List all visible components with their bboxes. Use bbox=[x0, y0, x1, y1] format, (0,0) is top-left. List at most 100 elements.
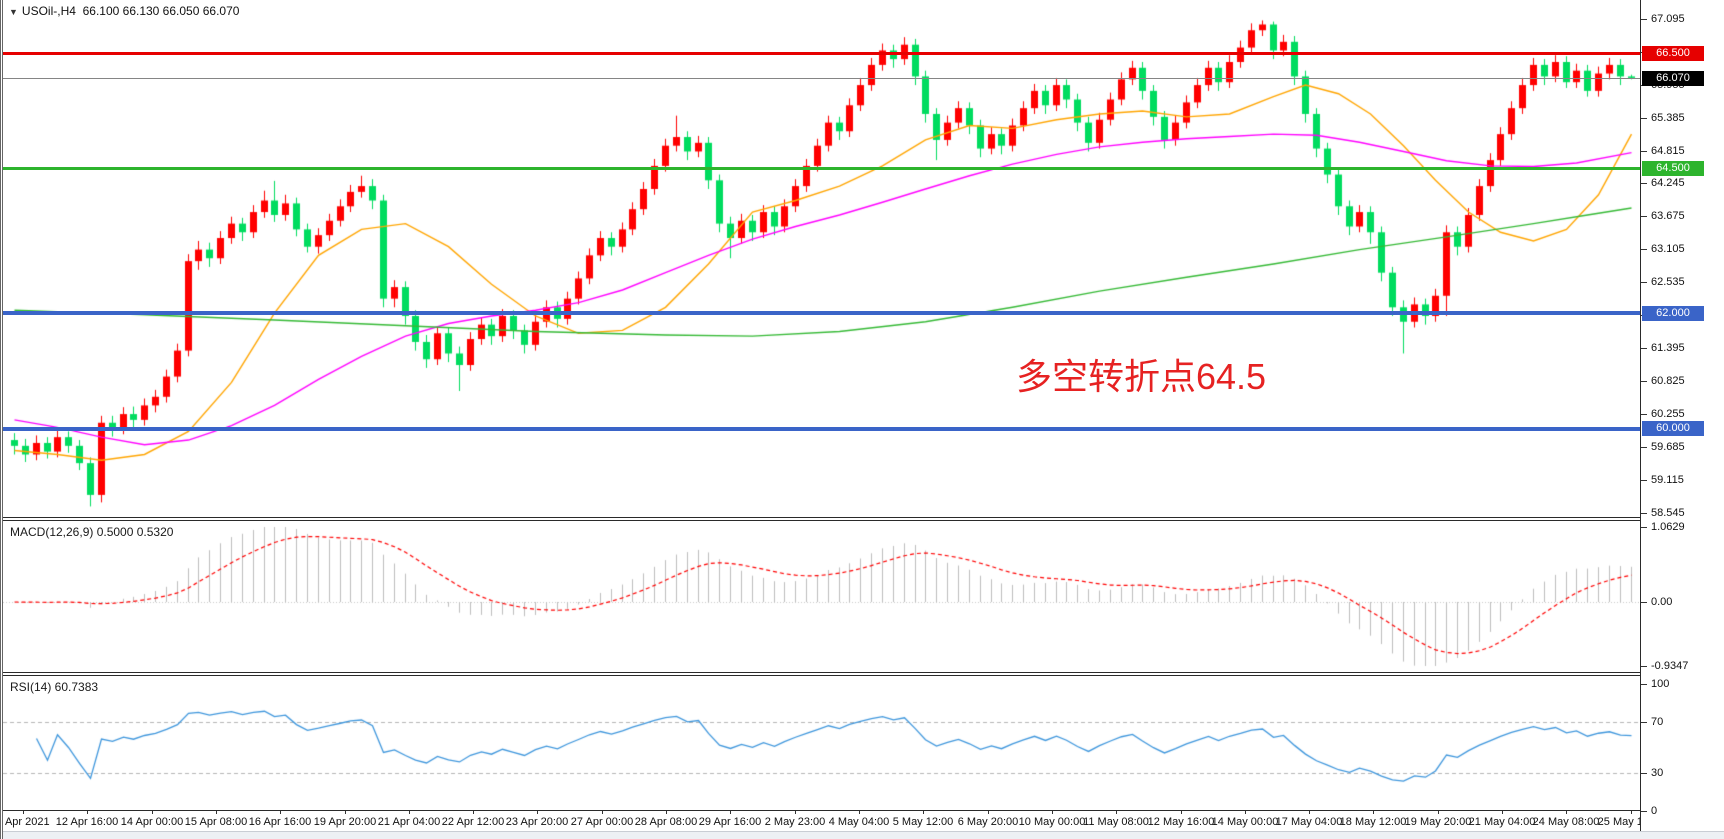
time-tick-label: 24 May 08:00 bbox=[1532, 816, 1600, 828]
macd-panel: MACD(12,26,9) 0.5000 0.5320 bbox=[3, 521, 1640, 672]
price-tick-mark bbox=[1641, 151, 1647, 152]
resistance-line-66500[interactable] bbox=[3, 52, 1640, 55]
price-tick-mark bbox=[1641, 348, 1647, 349]
price-tick-mark bbox=[1641, 381, 1647, 382]
time-tick-label: 9 Apr 2021 bbox=[0, 816, 50, 828]
time-tick-label: 5 May 12:00 bbox=[892, 816, 954, 828]
level-price-box: 66.500 bbox=[1642, 46, 1704, 61]
price-tick-label: 70 bbox=[1651, 716, 1664, 728]
price-tick-label: -0.9347 bbox=[1651, 660, 1689, 672]
price-tick-label: 59.115 bbox=[1651, 474, 1684, 486]
level-price-box: 62.000 bbox=[1642, 306, 1704, 321]
price-tick-label: 64.815 bbox=[1651, 145, 1685, 157]
time-tick-mark bbox=[87, 811, 88, 814]
time-tick-mark bbox=[537, 811, 538, 814]
time-tick-label: 4 May 04:00 bbox=[828, 816, 890, 828]
price-tick-label: 61.395 bbox=[1651, 342, 1685, 354]
price-tick-mark bbox=[1641, 414, 1647, 415]
time-tick-mark bbox=[345, 811, 346, 814]
time-tick-label: 16 Apr 16:00 bbox=[248, 816, 312, 828]
panel-separator[interactable] bbox=[3, 672, 1640, 676]
price-tick-label: 0.00 bbox=[1651, 596, 1673, 608]
symbol-period-label: USOil-,H4 bbox=[21, 4, 76, 18]
time-tick-label: 14 Apr 00:00 bbox=[120, 816, 184, 828]
price-tick-mark bbox=[1641, 527, 1647, 528]
chart-title: ▼ USOil-,H4 66.100 66.130 66.050 66.070 bbox=[9, 4, 239, 18]
price-tick-label: 63.105 bbox=[1651, 243, 1685, 255]
triangle-down-icon: ▼ bbox=[9, 7, 18, 17]
time-tick-label: 2 May 23:00 bbox=[764, 816, 826, 828]
time-tick-mark bbox=[923, 811, 924, 814]
price-tick-mark bbox=[1641, 183, 1647, 184]
price-tick-mark bbox=[1641, 666, 1647, 667]
level-price-box: 60.000 bbox=[1642, 421, 1704, 436]
price-tick-label: 59.685 bbox=[1651, 441, 1685, 453]
time-tick-label: 23 Apr 20:00 bbox=[505, 816, 569, 828]
time-tick-mark bbox=[730, 811, 731, 814]
price-tick-mark bbox=[1641, 602, 1647, 603]
time-tick-label: 28 Apr 08:00 bbox=[634, 816, 698, 828]
time-tick-mark bbox=[666, 811, 667, 814]
time-tick-label: 12 May 16:00 bbox=[1147, 816, 1215, 828]
bottom-strip bbox=[3, 831, 1724, 839]
time-axis[interactable]: 9 Apr 2021 12 Apr 16:00 14 Apr 00:00 15 Apr… bbox=[3, 810, 1724, 832]
price-tick-mark bbox=[1641, 282, 1647, 283]
price-tick-mark bbox=[1641, 684, 1647, 685]
price-tick-mark bbox=[1641, 811, 1647, 812]
time-tick-label: 15 Apr 08:00 bbox=[184, 816, 248, 828]
time-tick-mark bbox=[1116, 811, 1117, 814]
time-tick-label: 12 Apr 16:00 bbox=[55, 816, 119, 828]
price-tick-label: 58.545 bbox=[1651, 507, 1685, 519]
time-tick-mark bbox=[988, 811, 989, 814]
macd-chart[interactable] bbox=[3, 521, 1639, 672]
time-tick-mark bbox=[1438, 811, 1439, 814]
ohlc-quote-label: 66.100 66.130 66.050 66.070 bbox=[82, 4, 240, 18]
price-tick-label: 62.535 bbox=[1651, 276, 1685, 288]
time-tick-label: 19 May 20:00 bbox=[1404, 816, 1472, 828]
panel-separator[interactable] bbox=[3, 517, 1640, 521]
time-tick-mark bbox=[602, 811, 603, 814]
price-tick-mark bbox=[1641, 447, 1647, 448]
annotation-text[interactable]: 多空转折点64.5 bbox=[1016, 356, 1267, 397]
time-tick-label: 21 May 04:00 bbox=[1468, 816, 1536, 828]
time-tick-label: 11 May 08:00 bbox=[1083, 816, 1149, 828]
time-tick-label: 14 May 00:00 bbox=[1211, 816, 1279, 828]
time-tick-label: 17 May 04:00 bbox=[1275, 816, 1343, 828]
time-tick-mark bbox=[1373, 811, 1374, 814]
price-tick-label: 64.245 bbox=[1651, 177, 1685, 189]
price-tick-label: 100 bbox=[1651, 678, 1670, 690]
price-tick-mark bbox=[1641, 19, 1647, 20]
time-tick-mark bbox=[473, 811, 474, 814]
rsi-panel: RSI(14) 60.7383 bbox=[3, 676, 1640, 810]
price-tick-label: 63.675 bbox=[1651, 210, 1685, 222]
pivot-line-64500[interactable] bbox=[3, 167, 1640, 170]
time-tick-mark bbox=[795, 811, 796, 814]
time-tick-mark bbox=[1502, 811, 1503, 814]
price-tick-label: 65.385 bbox=[1651, 112, 1685, 124]
price-tick-mark bbox=[1641, 480, 1647, 481]
time-tick-label: 21 Apr 04:00 bbox=[377, 816, 441, 828]
time-tick-label: 18 May 12:00 bbox=[1339, 816, 1407, 828]
time-tick-mark bbox=[280, 811, 281, 814]
time-tick-label: 10 May 00:00 bbox=[1018, 816, 1086, 828]
time-tick-mark bbox=[216, 811, 217, 814]
price-tick-label: 67.095 bbox=[1651, 13, 1685, 25]
price-scale[interactable]: 67.09566.52565.95565.38564.81564.24563.6… bbox=[1640, 0, 1724, 832]
time-tick-mark bbox=[409, 811, 410, 814]
time-tick-mark bbox=[152, 811, 153, 814]
current-price-line bbox=[3, 78, 1640, 79]
price-tick-mark bbox=[1641, 722, 1647, 723]
support-line-62000[interactable] bbox=[3, 311, 1640, 315]
time-tick-mark bbox=[1245, 811, 1246, 814]
time-tick-label: 29 Apr 16:00 bbox=[698, 816, 762, 828]
time-tick-label: 6 May 20:00 bbox=[957, 816, 1019, 828]
time-tick-mark bbox=[1566, 811, 1567, 814]
rsi-chart[interactable] bbox=[3, 676, 1639, 810]
price-tick-mark bbox=[1641, 216, 1647, 217]
time-tick-label: 19 Apr 20:00 bbox=[313, 816, 377, 828]
price-tick-label: 60.825 bbox=[1651, 375, 1685, 387]
time-tick-mark bbox=[1052, 811, 1053, 814]
support-line-60000[interactable] bbox=[3, 427, 1640, 431]
main-chart-panel: ▼ USOil-,H4 66.100 66.130 66.050 66.070 多… bbox=[3, 0, 1640, 517]
